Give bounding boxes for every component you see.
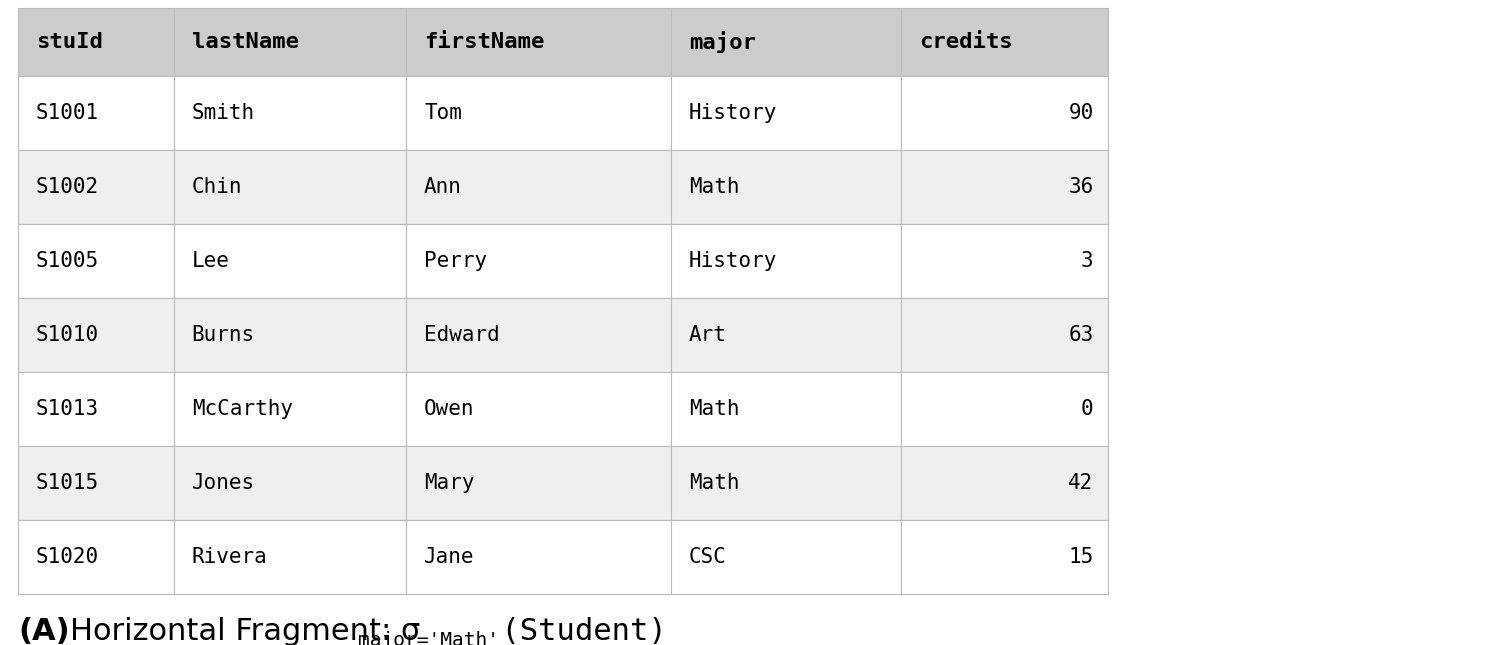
Bar	[406, 520, 671, 594]
Text: Owen: Owen	[424, 399, 474, 419]
Text: McCarthy: McCarthy	[192, 399, 293, 419]
Text: S1010: S1010	[36, 325, 100, 345]
Bar	[406, 224, 671, 298]
Bar	[406, 150, 671, 224]
Text: Math: Math	[688, 177, 739, 197]
Text: S1005: S1005	[36, 251, 100, 271]
Text: History: History	[688, 103, 778, 123]
Bar	[406, 372, 671, 446]
Bar	[174, 224, 406, 298]
Bar	[406, 8, 671, 76]
Text: S1015: S1015	[36, 473, 100, 493]
Text: Rivera: Rivera	[192, 547, 268, 567]
Bar	[901, 76, 1108, 150]
Bar	[174, 446, 406, 520]
Text: (A): (A)	[18, 617, 70, 645]
Text: Mary: Mary	[424, 473, 474, 493]
Text: 3: 3	[1081, 251, 1093, 271]
Text: Horizontal Fragment: σ: Horizontal Fragment: σ	[70, 617, 421, 645]
Bar	[901, 8, 1108, 76]
Text: 36: 36	[1068, 177, 1093, 197]
Bar	[671, 150, 901, 224]
Bar	[901, 224, 1108, 298]
Text: firstName: firstName	[424, 32, 544, 52]
Text: 15: 15	[1068, 547, 1093, 567]
Text: S1001: S1001	[36, 103, 100, 123]
Text: lastName: lastName	[192, 32, 299, 52]
Bar	[18, 372, 174, 446]
Text: S1020: S1020	[36, 547, 100, 567]
Bar	[174, 76, 406, 150]
Text: Math: Math	[688, 473, 739, 493]
Bar	[18, 76, 174, 150]
Bar	[901, 520, 1108, 594]
Bar	[671, 224, 901, 298]
Bar	[671, 446, 901, 520]
Bar	[174, 150, 406, 224]
Text: Jane: Jane	[424, 547, 474, 567]
Text: 90: 90	[1068, 103, 1093, 123]
Text: Lee: Lee	[192, 251, 229, 271]
Text: (Student): (Student)	[483, 617, 666, 645]
Bar	[406, 298, 671, 372]
Bar	[174, 298, 406, 372]
Bar	[901, 446, 1108, 520]
Bar	[901, 298, 1108, 372]
Text: 0: 0	[1081, 399, 1093, 419]
Text: History: History	[688, 251, 778, 271]
Bar	[671, 520, 901, 594]
Text: S1013: S1013	[36, 399, 100, 419]
Bar	[901, 150, 1108, 224]
Text: Burns: Burns	[192, 325, 254, 345]
Text: Art: Art	[688, 325, 727, 345]
Bar	[18, 298, 174, 372]
Text: credits: credits	[919, 32, 1013, 52]
Text: stuId: stuId	[36, 32, 103, 52]
Text: Edward: Edward	[424, 325, 500, 345]
Text: Perry: Perry	[424, 251, 488, 271]
Text: major: major	[688, 31, 755, 53]
Bar	[671, 298, 901, 372]
Bar	[18, 446, 174, 520]
Text: Tom: Tom	[424, 103, 462, 123]
Bar	[671, 8, 901, 76]
Bar	[174, 372, 406, 446]
Bar	[174, 8, 406, 76]
Bar	[18, 8, 174, 76]
Bar	[671, 372, 901, 446]
Bar	[174, 520, 406, 594]
Bar	[671, 76, 901, 150]
Text: Ann: Ann	[424, 177, 462, 197]
Text: major='Math': major='Math'	[358, 631, 500, 645]
Bar	[406, 446, 671, 520]
Text: S1002: S1002	[36, 177, 100, 197]
Text: Math: Math	[688, 399, 739, 419]
Bar	[18, 150, 174, 224]
Text: 42: 42	[1068, 473, 1093, 493]
Bar	[18, 520, 174, 594]
Text: Chin: Chin	[192, 177, 242, 197]
Bar	[18, 224, 174, 298]
Bar	[406, 76, 671, 150]
Text: 63: 63	[1068, 325, 1093, 345]
Text: Jones: Jones	[192, 473, 254, 493]
Text: Smith: Smith	[192, 103, 254, 123]
Bar	[901, 372, 1108, 446]
Text: CSC: CSC	[688, 547, 727, 567]
